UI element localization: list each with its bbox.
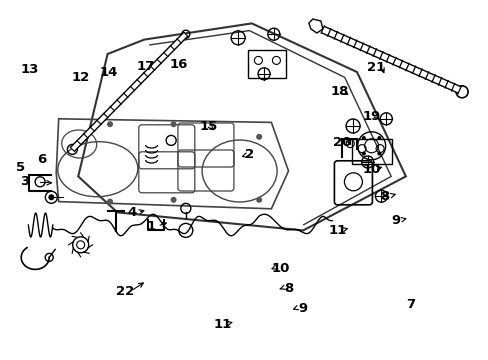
- Circle shape: [48, 194, 54, 200]
- Text: 15: 15: [199, 120, 218, 133]
- Text: 3: 3: [20, 175, 29, 188]
- Text: 11: 11: [327, 224, 346, 237]
- Text: 10: 10: [271, 262, 290, 275]
- Text: 11: 11: [213, 318, 231, 330]
- Bar: [248, 50, 286, 78]
- Text: 5: 5: [16, 161, 25, 174]
- Circle shape: [377, 136, 381, 140]
- Text: 13: 13: [20, 63, 39, 76]
- Text: 7: 7: [406, 298, 414, 311]
- Text: 16: 16: [169, 58, 187, 71]
- Text: 8: 8: [284, 282, 292, 295]
- Text: 19: 19: [362, 111, 380, 123]
- Circle shape: [170, 121, 176, 127]
- Circle shape: [377, 152, 381, 156]
- Circle shape: [256, 134, 262, 140]
- Text: 1: 1: [147, 220, 156, 233]
- Text: 14: 14: [99, 66, 118, 79]
- Circle shape: [361, 152, 365, 156]
- Text: 22: 22: [115, 285, 134, 298]
- Text: 8: 8: [380, 190, 389, 203]
- Text: 6: 6: [37, 153, 46, 166]
- Text: 17: 17: [136, 60, 155, 73]
- Circle shape: [170, 197, 176, 203]
- Text: 18: 18: [330, 85, 348, 98]
- Circle shape: [107, 199, 113, 204]
- Text: 9: 9: [298, 302, 307, 315]
- Circle shape: [107, 121, 113, 127]
- Circle shape: [256, 197, 262, 203]
- Text: 10: 10: [362, 163, 380, 176]
- Circle shape: [361, 136, 365, 140]
- Text: 21: 21: [366, 61, 385, 74]
- Text: 12: 12: [71, 71, 90, 84]
- Text: 9: 9: [391, 214, 400, 227]
- Text: 4: 4: [127, 206, 136, 219]
- Text: 20: 20: [332, 136, 351, 149]
- Text: 2: 2: [244, 148, 253, 161]
- Bar: [351, 139, 391, 163]
